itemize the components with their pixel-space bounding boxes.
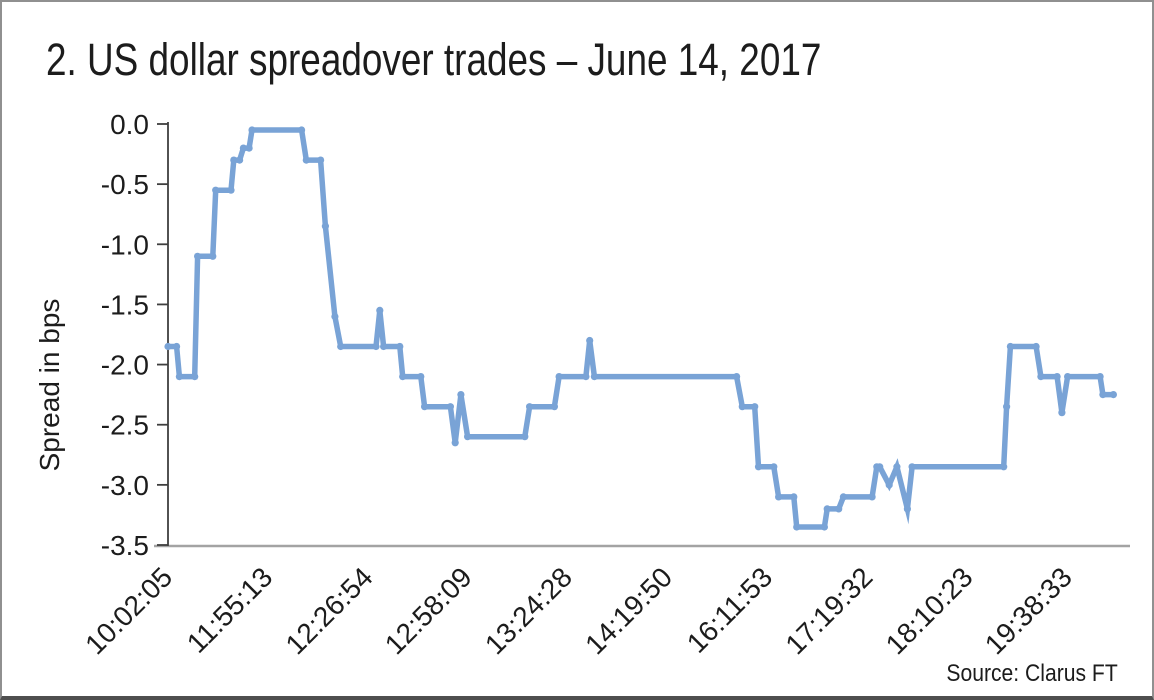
data-point-marker: [191, 373, 199, 381]
x-tick-label: 14:19:50: [579, 561, 678, 660]
y-tick-label: -0.5: [101, 169, 149, 200]
y-tick-label: 0.0: [110, 109, 149, 140]
data-point-marker: [582, 373, 590, 381]
data-point-marker: [421, 403, 429, 411]
data-point-marker: [417, 373, 425, 381]
data-point-marker: [1006, 342, 1015, 351]
data-point-marker: [1053, 373, 1061, 381]
data-point-marker: [302, 156, 310, 164]
data-point-marker: [823, 505, 831, 513]
data-point-marker: [1032, 342, 1040, 351]
data-point-marker: [230, 156, 238, 164]
data-point-marker: [337, 342, 345, 351]
y-tick-label: -2.5: [101, 410, 149, 441]
data-point-marker: [908, 463, 916, 471]
data-point-marker: [775, 493, 783, 501]
data-point-marker: [790, 493, 798, 501]
data-point-marker: [835, 505, 843, 513]
data-point-marker: [586, 336, 594, 345]
data-point-marker: [555, 373, 563, 381]
data-point-marker: [209, 252, 217, 260]
data-point-marker: [1037, 373, 1045, 381]
data-point-marker: [733, 373, 741, 381]
data-point-marker: [868, 493, 876, 501]
x-tick-label: 11:55:13: [181, 561, 279, 659]
data-point-marker: [164, 342, 172, 351]
data-point-marker: [1109, 391, 1117, 399]
data-point-marker: [194, 252, 202, 260]
x-tick-label: 13:24:28: [479, 561, 578, 660]
data-point-marker: [376, 306, 384, 314]
data-point-marker: [321, 222, 329, 230]
data-point-marker: [754, 463, 763, 471]
data-point-marker: [236, 156, 244, 164]
x-tick-label: 19:38:33: [979, 561, 1078, 660]
data-point-marker: [396, 342, 404, 351]
data-point-marker: [770, 463, 778, 471]
y-tick-label: -3.0: [101, 470, 149, 501]
data-point-marker: [298, 126, 306, 134]
data-point-marker: [550, 403, 559, 411]
data-point-marker: [590, 373, 599, 381]
data-point-marker: [738, 403, 746, 411]
data-point-marker: [239, 144, 247, 152]
data-point-marker: [372, 342, 380, 351]
chart-title: 2. US dollar spreadover trades – June 14…: [46, 34, 822, 85]
x-tick-label: 12:26:54: [280, 561, 379, 660]
data-point-marker: [903, 505, 912, 513]
x-tick-label: 12:58:09: [379, 561, 478, 660]
data-point-marker: [1003, 403, 1011, 411]
data-point-marker: [464, 433, 472, 441]
spread-line: [168, 127, 1114, 530]
y-tick-label: -1.0: [101, 229, 149, 260]
data-point-marker: [245, 144, 253, 152]
data-point-marker: [248, 126, 256, 134]
data-point-marker: [876, 463, 884, 471]
data-point-marker: [885, 481, 893, 489]
data-point-marker: [521, 433, 529, 441]
data-point-marker: [175, 373, 183, 381]
y-tick-label: -2.0: [101, 350, 149, 381]
x-tick-label: 10:02:05: [79, 561, 178, 660]
data-point-marker: [893, 463, 901, 471]
data-point-marker: [457, 391, 465, 399]
data-point-marker: [446, 403, 454, 411]
data-point-marker: [451, 439, 459, 447]
data-point-marker: [399, 373, 407, 381]
data-point-marker: [317, 156, 325, 164]
data-point-marker: [1058, 409, 1066, 417]
data-point-marker: [1000, 463, 1008, 471]
data-point-marker: [793, 523, 801, 531]
source-credit: Source: Clarus FT: [946, 660, 1118, 687]
data-point-marker: [173, 342, 181, 351]
y-tick-label: -3.5: [101, 530, 149, 561]
x-tick-label: 16:11:53: [681, 561, 779, 659]
data-point-marker: [227, 186, 235, 194]
y-tick-label: -1.5: [101, 289, 149, 320]
data-point-marker: [331, 312, 339, 321]
x-tick-label: 18:10:23: [880, 561, 979, 660]
data-point-marker: [751, 403, 759, 411]
data-point-marker: [380, 342, 388, 351]
data-point-marker: [212, 186, 220, 194]
data-point-marker: [526, 403, 534, 411]
data-point-marker: [820, 523, 829, 531]
data-point-marker: [1064, 373, 1072, 381]
data-point-marker: [1096, 373, 1104, 381]
data-point-marker: [1099, 391, 1107, 399]
y-axis-title: Spread in bps: [34, 299, 65, 472]
data-point-marker: [839, 493, 848, 501]
x-tick-label: 17:19:32: [779, 561, 878, 660]
